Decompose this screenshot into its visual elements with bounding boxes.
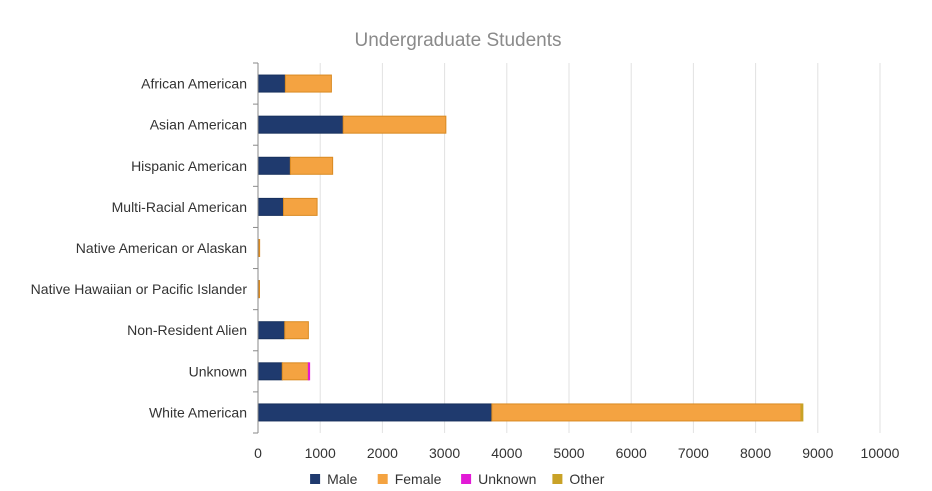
- bar-segment-female[interactable]: [284, 321, 309, 340]
- x-tick-labels: 0 1000 2000 3000 4000 5000 6000 7000 8000 9000 100…: [254, 445, 900, 461]
- x-tick-label: 9000: [802, 445, 833, 461]
- category-label: Unknown: [189, 363, 247, 379]
- legend-swatch-other[interactable]: [552, 474, 563, 484]
- category-label: Native Hawaiian or Pacific Islander: [31, 281, 248, 297]
- legend-swatch-unknown[interactable]: [461, 474, 472, 484]
- legend[interactable]: Male Female Unknown Other: [310, 471, 605, 487]
- category-label: White American: [149, 404, 247, 420]
- bar-segment-female[interactable]: [289, 156, 334, 175]
- x-tick-label: 2000: [367, 445, 398, 461]
- chart-title: Undergraduate Students: [354, 30, 561, 51]
- x-tick-label: 10000: [861, 445, 900, 461]
- bar-segment-male[interactable]: [257, 321, 286, 340]
- axes: [253, 62, 259, 434]
- x-tick-label: 4000: [491, 445, 522, 461]
- bars: [257, 74, 804, 422]
- category-label: African American: [141, 76, 247, 92]
- x-tick-label: 8000: [740, 445, 771, 461]
- bar-segment-male[interactable]: [257, 156, 291, 175]
- legend-swatch-male[interactable]: [310, 474, 321, 484]
- bar-segment-female[interactable]: [257, 280, 260, 299]
- category-labels: African American Asian American Hispanic A…: [31, 76, 248, 421]
- category-label: Asian American: [150, 117, 247, 133]
- bar-segment-female[interactable]: [284, 74, 332, 93]
- x-tick-label: 1000: [305, 445, 336, 461]
- category-label: Native American or Alaskan: [76, 240, 247, 256]
- legend-label-male[interactable]: Male: [327, 471, 358, 487]
- bar-segment-male[interactable]: [257, 197, 285, 216]
- category-label: Multi-Racial American: [112, 199, 247, 215]
- bar-segment-male[interactable]: [257, 74, 286, 93]
- x-tick-label: 6000: [616, 445, 647, 461]
- x-tick-label: 5000: [553, 445, 584, 461]
- legend-label-female[interactable]: Female: [395, 471, 442, 487]
- bar-segment-female[interactable]: [258, 239, 261, 257]
- bar-segment-male[interactable]: [257, 115, 344, 134]
- category-label: Hispanic American: [131, 158, 247, 174]
- bar-segment-female[interactable]: [281, 362, 309, 381]
- bar-segment-female[interactable]: [491, 403, 802, 422]
- category-label: Non-Resident Alien: [127, 322, 247, 338]
- x-tick-label: 3000: [429, 445, 460, 461]
- bar-segment-other[interactable]: [800, 403, 804, 422]
- bar-segment-female[interactable]: [283, 197, 318, 216]
- bar-segment-unknown[interactable]: [307, 362, 311, 381]
- x-tick-label: 0: [254, 445, 262, 461]
- bar-segment-female[interactable]: [342, 115, 447, 134]
- bar-segment-male[interactable]: [257, 403, 493, 422]
- legend-label-unknown[interactable]: Unknown: [478, 471, 536, 487]
- x-tick-label: 7000: [678, 445, 709, 461]
- legend-label-other[interactable]: Other: [569, 471, 604, 487]
- bar-segment-male[interactable]: [257, 362, 283, 381]
- legend-swatch-female[interactable]: [377, 474, 388, 484]
